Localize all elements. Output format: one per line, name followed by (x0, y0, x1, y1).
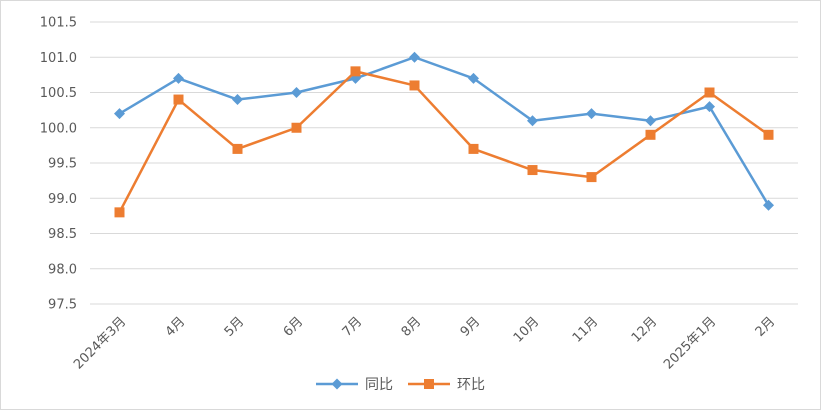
series-line (118, 56, 770, 206)
series-2 (114, 66, 774, 218)
data-point (586, 172, 597, 183)
data-point (468, 143, 479, 154)
y-tick-label: 101.5 (40, 16, 77, 31)
x-tick-label: 2月 (753, 314, 779, 340)
data-point (645, 115, 656, 127)
data-point (350, 66, 361, 77)
data-point (586, 108, 597, 120)
y-tick-label: 97.5 (48, 298, 77, 313)
data-point (763, 129, 774, 140)
data-point (468, 72, 479, 84)
legend-marker (331, 378, 343, 390)
x-tick-label: 2025年1月 (661, 314, 719, 372)
data-point (173, 72, 184, 84)
x-tick-label: 12月 (629, 314, 660, 345)
data-point (763, 199, 774, 211)
legend-item: 环比 (408, 377, 485, 393)
data-point (527, 115, 538, 127)
legend: 同比 环比 (316, 377, 485, 393)
legend-label: 同比 (365, 377, 393, 393)
series-1 (114, 51, 774, 211)
x-tick-label: 2024年3月 (71, 314, 129, 372)
legend-label: 环比 (457, 377, 485, 393)
x-tick-label: 7月 (340, 314, 366, 340)
x-tick-label: 8月 (399, 314, 425, 340)
series-layer (114, 51, 774, 218)
data-point (704, 101, 715, 113)
data-point (409, 51, 420, 63)
data-point (114, 207, 125, 218)
y-tick-label: 101.0 (40, 51, 77, 66)
x-tick-label: 5月 (222, 314, 248, 340)
x-tick-label: 10月 (511, 314, 542, 345)
x-tick-label: 4月 (163, 314, 189, 340)
y-tick-label: 98.5 (48, 227, 77, 242)
data-point (704, 87, 715, 98)
y-axis-tick-labels: 97.5 98.0 98.5 99.0 99.5 100.0 100.5 101.0 101.5 (40, 16, 77, 313)
series-line (118, 70, 770, 213)
x-tick-label: 9月 (458, 314, 484, 340)
x-tick-label: 6月 (281, 314, 307, 340)
data-point (527, 165, 538, 176)
y-tick-label: 99.0 (48, 192, 77, 207)
y-tick-label: 98.0 (48, 262, 77, 277)
data-point (291, 122, 302, 133)
y-tick-label: 99.5 (48, 157, 77, 172)
y-tick-label: 100.0 (40, 121, 77, 136)
data-point (232, 94, 243, 106)
data-point (173, 94, 184, 105)
x-axis-tick-labels: 2024年3月 4月 5月 6月 7月 8月 9月 10月 11月 12月 2025年1月 2月 (71, 314, 778, 372)
data-point (645, 129, 656, 140)
y-tick-label: 100.5 (40, 86, 77, 101)
data-point (291, 87, 302, 98)
x-tick-label: 11月 (570, 314, 601, 345)
gridlines (90, 21, 798, 305)
data-point (232, 143, 243, 154)
legend-item: 同比 (316, 377, 393, 393)
legend-marker (424, 379, 434, 389)
data-point (114, 108, 125, 120)
data-point (409, 80, 420, 91)
